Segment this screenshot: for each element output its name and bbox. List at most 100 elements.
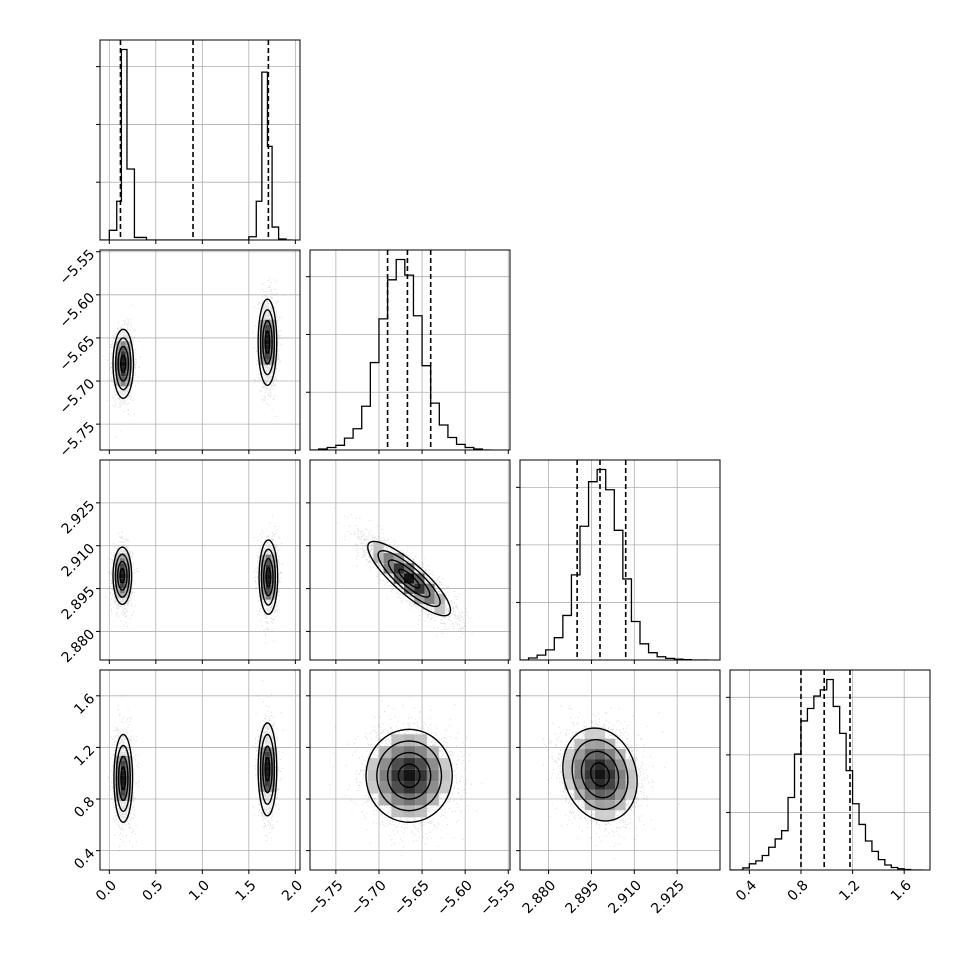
contour-line	[377, 550, 441, 608]
density-cell	[259, 349, 265, 355]
joint-panel-p1-p2	[96, 249, 301, 454]
contour-line	[119, 354, 127, 374]
density-cell	[615, 759, 626, 770]
density-cell	[594, 728, 606, 739]
density-cell	[383, 563, 394, 574]
density-cell	[438, 758, 451, 770]
density-cell	[415, 805, 427, 818]
y-tick-label: 2.925	[59, 498, 99, 538]
histogram-step-line	[100, 48, 293, 240]
contour-line	[113, 733, 134, 823]
density-cell	[119, 588, 125, 594]
density-cell	[379, 758, 392, 770]
density-cell	[564, 769, 575, 780]
density-cell	[415, 769, 427, 782]
density-cell	[404, 573, 415, 584]
density-cell	[265, 564, 271, 570]
density-cell	[403, 769, 416, 782]
density-cell	[426, 781, 439, 794]
density-cell	[414, 593, 425, 605]
density-cell	[414, 583, 425, 594]
density-cell	[125, 785, 131, 791]
density-cell	[594, 789, 606, 801]
density-cell	[373, 542, 384, 554]
density-cell	[260, 584, 266, 590]
contour-line	[117, 345, 130, 382]
density-cell	[115, 346, 121, 352]
density-cell	[259, 354, 265, 360]
density-cell	[584, 728, 595, 739]
density-cell	[391, 769, 404, 782]
density-cell	[120, 775, 126, 781]
density-cell	[264, 324, 270, 330]
density-cell	[574, 748, 585, 760]
y-tick-label: −5.70	[57, 376, 99, 418]
contour-line	[365, 728, 453, 823]
density-cell	[584, 759, 595, 770]
density-cell	[259, 751, 265, 757]
density-cell	[264, 751, 270, 757]
y-tick-label: 0.8	[71, 794, 98, 821]
contour-line	[376, 740, 443, 812]
panel-frame	[519, 669, 721, 871]
density-cell	[625, 789, 636, 801]
density-cell	[391, 805, 404, 818]
density-cell	[125, 765, 131, 771]
density-cell	[264, 761, 270, 767]
density-cell	[120, 366, 126, 372]
density-cell	[415, 793, 427, 806]
density-cell	[265, 554, 271, 560]
density-cell	[264, 786, 270, 792]
joint-panel-p1-p3	[96, 459, 301, 664]
y-tick-label: −5.65	[57, 333, 99, 375]
panel-frame	[99, 39, 301, 241]
density-cell	[594, 779, 606, 790]
contour-line	[387, 559, 431, 598]
density-cell	[264, 746, 270, 752]
density-cell	[625, 769, 636, 780]
y-tick-label: −5.55	[57, 247, 99, 289]
density-cell	[120, 361, 126, 367]
density-cell	[264, 776, 270, 782]
density-cell	[434, 604, 445, 615]
density-cell	[264, 339, 270, 345]
x-tick-label: 2.0	[279, 877, 306, 904]
density-cell	[264, 354, 270, 360]
density-cell	[367, 758, 380, 770]
density-cell	[119, 583, 125, 589]
y-tick-label: 2.880	[59, 626, 99, 666]
density-cell	[264, 359, 270, 365]
density-cell	[120, 376, 126, 382]
density-cell	[391, 758, 404, 770]
panel-frame	[729, 669, 931, 871]
density-cell	[265, 569, 271, 575]
density-cell	[115, 790, 121, 796]
marginal-histogram-p3	[516, 459, 721, 664]
density-cell	[264, 766, 270, 772]
density-cell	[120, 765, 126, 771]
density-cell	[259, 324, 265, 330]
contour-line	[571, 739, 629, 811]
density-cell	[120, 770, 126, 776]
density-cell	[269, 751, 275, 757]
density-cell	[367, 769, 380, 782]
density-cell	[383, 553, 394, 564]
x-tick-label: 0.4	[733, 877, 760, 904]
density-cell	[260, 559, 266, 565]
density-cell	[438, 769, 451, 782]
density-cell	[270, 559, 276, 565]
histogram-step-line	[520, 468, 709, 660]
density-cell	[269, 329, 275, 335]
density-cell	[124, 563, 130, 569]
x-tick-label: −5.55	[477, 877, 519, 919]
panel-frame	[99, 459, 301, 661]
density-cell	[605, 748, 616, 760]
density-cell	[115, 351, 121, 357]
y-tick-label: 2.910	[59, 541, 99, 581]
x-tick-label: −5.70	[348, 877, 390, 919]
density-cell	[114, 583, 120, 589]
contour-line	[580, 750, 620, 799]
density-cell	[264, 319, 270, 325]
density-cell	[615, 769, 626, 780]
